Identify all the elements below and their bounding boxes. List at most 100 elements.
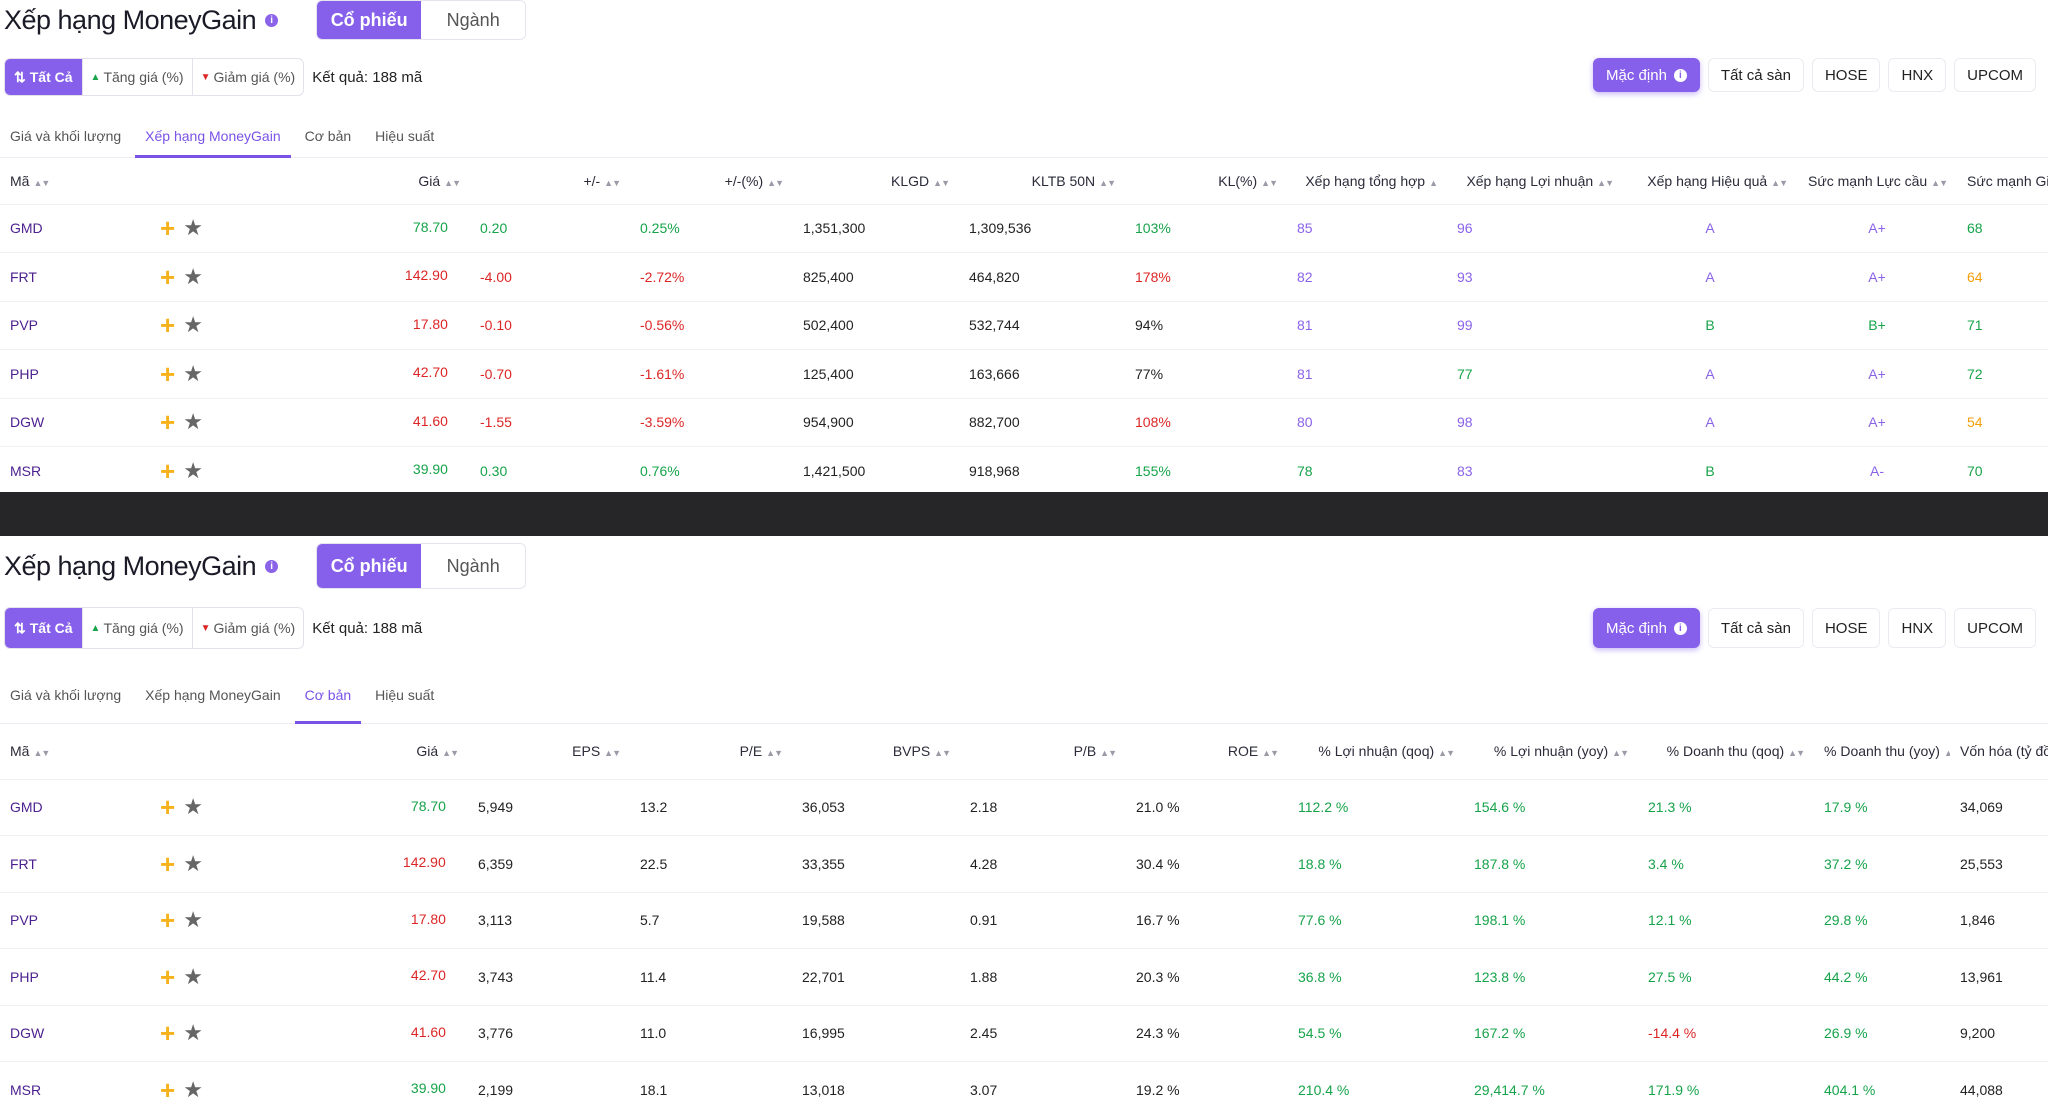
col-price-strength[interactable]: Sức mạnh Giá▲▼ (1957, 158, 2048, 205)
symbol-cell[interactable]: PVP (0, 892, 150, 949)
table-row[interactable]: DGW + ★ 41.60 3,776 11.0 16,995 2.45 24.3 … (0, 1005, 2048, 1062)
exchange-hnx-button[interactable]: HNX (1888, 608, 1947, 648)
tab-fundamentals[interactable]: Cơ bản (304, 127, 352, 144)
col-pb[interactable]: P/B ▲▼ (960, 724, 1126, 780)
plus-icon[interactable]: + (160, 792, 176, 823)
star-icon[interactable]: ★ (183, 263, 203, 289)
tab-moneygain-ranking[interactable]: Xếp hạng MoneyGain (135, 114, 292, 158)
col-volume-pct[interactable]: KL(%) ▲▼ (1125, 158, 1287, 205)
star-icon[interactable]: ★ (183, 312, 203, 338)
exchange-all-button[interactable]: Tất cả sàn (1707, 608, 1804, 648)
tab-price-volume[interactable]: Giá và khối lượng (10, 127, 122, 144)
table-row[interactable]: MSR + ★ 39.90 0.30 0.76% 1,421,500 918,968… (0, 446, 2048, 492)
col-price[interactable]: Giá ▲▼ (150, 724, 468, 780)
table-row[interactable]: FRT + ★ 142.90 6,359 22.5 33,355 4.28 30.4… (0, 835, 2048, 893)
star-icon[interactable]: ★ (183, 360, 203, 386)
exchange-all-button[interactable]: Tất cả sàn (1707, 58, 1804, 92)
tab-stocks[interactable]: Cổ phiếu (317, 544, 422, 588)
star-icon[interactable]: ★ (183, 409, 203, 435)
filter-down-button[interactable]: ▼ Giảm giá (%) (200, 620, 296, 636)
table-row[interactable]: PVP + ★ 17.80 3,113 5.7 19,588 0.91 16.7 %… (0, 892, 2048, 949)
col-profit-rank[interactable]: Xếp hạng Lợi nhuận ▲▼ (1447, 158, 1623, 205)
symbol-cell[interactable]: PHP (0, 948, 150, 1006)
exchange-upcom-button[interactable]: UPCOM (1954, 58, 2036, 92)
exchange-upcom-button[interactable]: UPCOM (1954, 608, 2036, 648)
star-icon[interactable]: ★ (183, 963, 203, 989)
plus-icon[interactable]: + (160, 358, 176, 389)
info-icon[interactable]: i (265, 559, 279, 573)
col-pe[interactable]: P/E ▲▼ (630, 724, 792, 780)
plus-icon[interactable]: + (160, 407, 176, 438)
table-row[interactable]: PHP + ★ 42.70 -0.70 -1.61% 125,400 163,666… (0, 349, 2048, 399)
col-profit-yoy[interactable]: % Lợi nhuận (yoy) ▲▼ (1464, 724, 1638, 780)
plus-icon[interactable]: + (160, 213, 176, 244)
table-row[interactable]: FRT + ★ 142.90 -4.00 -2.72% 825,400 464,82… (0, 252, 2048, 302)
col-bvps[interactable]: BVPS ▲▼ (792, 724, 960, 780)
symbol-cell[interactable]: GMD (0, 779, 150, 836)
filter-all-button[interactable]: ⇅ Tất Cả (5, 608, 83, 648)
filter-up-button[interactable]: ▲ Tăng giá (%) (83, 59, 193, 95)
col-symbol[interactable]: Mã ▲▼ (0, 724, 150, 780)
tab-moneygain-ranking[interactable]: Xếp hạng MoneyGain (145, 686, 281, 703)
symbol-cell[interactable]: FRT (0, 835, 150, 893)
plus-icon[interactable]: + (160, 261, 176, 292)
exchange-hnx-button[interactable]: HNX (1888, 58, 1947, 92)
plus-icon[interactable]: + (160, 905, 176, 936)
table-row[interactable]: PHP + ★ 42.70 3,743 11.4 22,701 1.88 20.3 … (0, 948, 2048, 1006)
table-row[interactable]: MSR + ★ 39.90 2,199 18.1 13,018 3.07 19.2 … (0, 1061, 2048, 1113)
star-icon[interactable]: ★ (183, 1076, 203, 1102)
col-roe[interactable]: ROE ▲▼ (1126, 724, 1288, 780)
info-icon[interactable]: i (265, 13, 279, 27)
tab-stocks[interactable]: Cổ phiếu (317, 1, 422, 39)
exchange-hose-button[interactable]: HOSE (1811, 58, 1881, 92)
col-profit-qoq[interactable]: % Lợi nhuận (qoq) ▲▼ (1288, 724, 1464, 780)
col-change-pct[interactable]: +/-(%) ▲▼ (630, 158, 793, 205)
table-row[interactable]: DGW + ★ 41.60 -1.55 -3.59% 954,900 882,700… (0, 398, 2048, 447)
col-market-cap[interactable]: Vốn hóa (tỷ đồng)▲▼ (1950, 724, 2048, 780)
symbol-cell[interactable]: FRT (0, 252, 150, 302)
exchange-hose-button[interactable]: HOSE (1811, 608, 1881, 648)
col-revenue-qoq[interactable]: % Doanh thu (qoq) ▲▼ (1638, 724, 1814, 780)
star-icon[interactable]: ★ (183, 794, 203, 820)
col-symbol[interactable]: Mã ▲▼ (0, 158, 150, 205)
tab-price-volume[interactable]: Giá và khối lượng (10, 686, 122, 703)
tab-performance[interactable]: Hiệu suất (375, 686, 435, 703)
plus-icon[interactable]: + (160, 848, 176, 879)
symbol-cell[interactable]: PHP (0, 349, 150, 399)
plus-icon[interactable]: + (160, 961, 176, 992)
symbol-cell[interactable]: MSR (0, 1061, 150, 1113)
tab-industry[interactable]: Ngành (421, 1, 526, 39)
filter-down-button[interactable]: ▼ Giảm giá (%) (200, 69, 296, 85)
filter-all-button[interactable]: ⇅ Tất Cả (5, 59, 83, 95)
col-change[interactable]: +/- ▲▼ (470, 158, 630, 205)
col-avg-volume[interactable]: KLTB 50N ▲▼ (959, 158, 1125, 205)
tab-fundamentals[interactable]: Cơ bản (294, 666, 362, 724)
symbol-cell[interactable]: MSR (0, 446, 150, 492)
symbol-cell[interactable]: GMD (0, 204, 150, 253)
table-row[interactable]: PVP + ★ 17.80 -0.10 -0.56% 502,400 532,744… (0, 301, 2048, 350)
symbol-cell[interactable]: DGW (0, 398, 150, 447)
col-demand-strength[interactable]: Sức mạnh Lực cầu ▲▼ (1797, 158, 1957, 205)
tab-performance[interactable]: Hiệu suất (375, 127, 435, 144)
filter-up-button[interactable]: ▲ Tăng giá (%) (83, 608, 193, 648)
col-efficiency-rank[interactable]: Xếp hạng Hiệu quả ▲▼ (1623, 158, 1797, 205)
star-icon[interactable]: ★ (183, 1020, 203, 1046)
symbol-cell[interactable]: PVP (0, 301, 150, 350)
col-volume[interactable]: KLGD ▲▼ (793, 158, 959, 205)
star-icon[interactable]: ★ (183, 457, 203, 483)
col-price[interactable]: Giá ▲▼ (150, 158, 470, 205)
star-icon[interactable]: ★ (183, 907, 203, 933)
exchange-default-button[interactable]: Mặc định i (1593, 608, 1700, 648)
table-row[interactable]: GMD + ★ 78.70 0.20 0.25% 1,351,300 1,309,5… (0, 204, 2048, 253)
plus-icon[interactable]: + (160, 455, 176, 486)
symbol-cell[interactable]: DGW (0, 1005, 150, 1062)
table-row[interactable]: GMD + ★ 78.70 5,949 13.2 36,053 2.18 21.0 … (0, 779, 2048, 836)
star-icon[interactable]: ★ (183, 850, 203, 876)
exchange-default-button[interactable]: Mặc định i (1593, 58, 1700, 92)
plus-icon[interactable]: + (160, 1018, 176, 1049)
col-eps[interactable]: EPS ▲▼ (468, 724, 630, 780)
tab-industry[interactable]: Ngành (421, 544, 526, 588)
star-icon[interactable]: ★ (183, 215, 203, 241)
plus-icon[interactable]: + (160, 310, 176, 341)
col-revenue-yoy[interactable]: % Doanh thu (yoy)▲▼ (1814, 724, 1950, 780)
